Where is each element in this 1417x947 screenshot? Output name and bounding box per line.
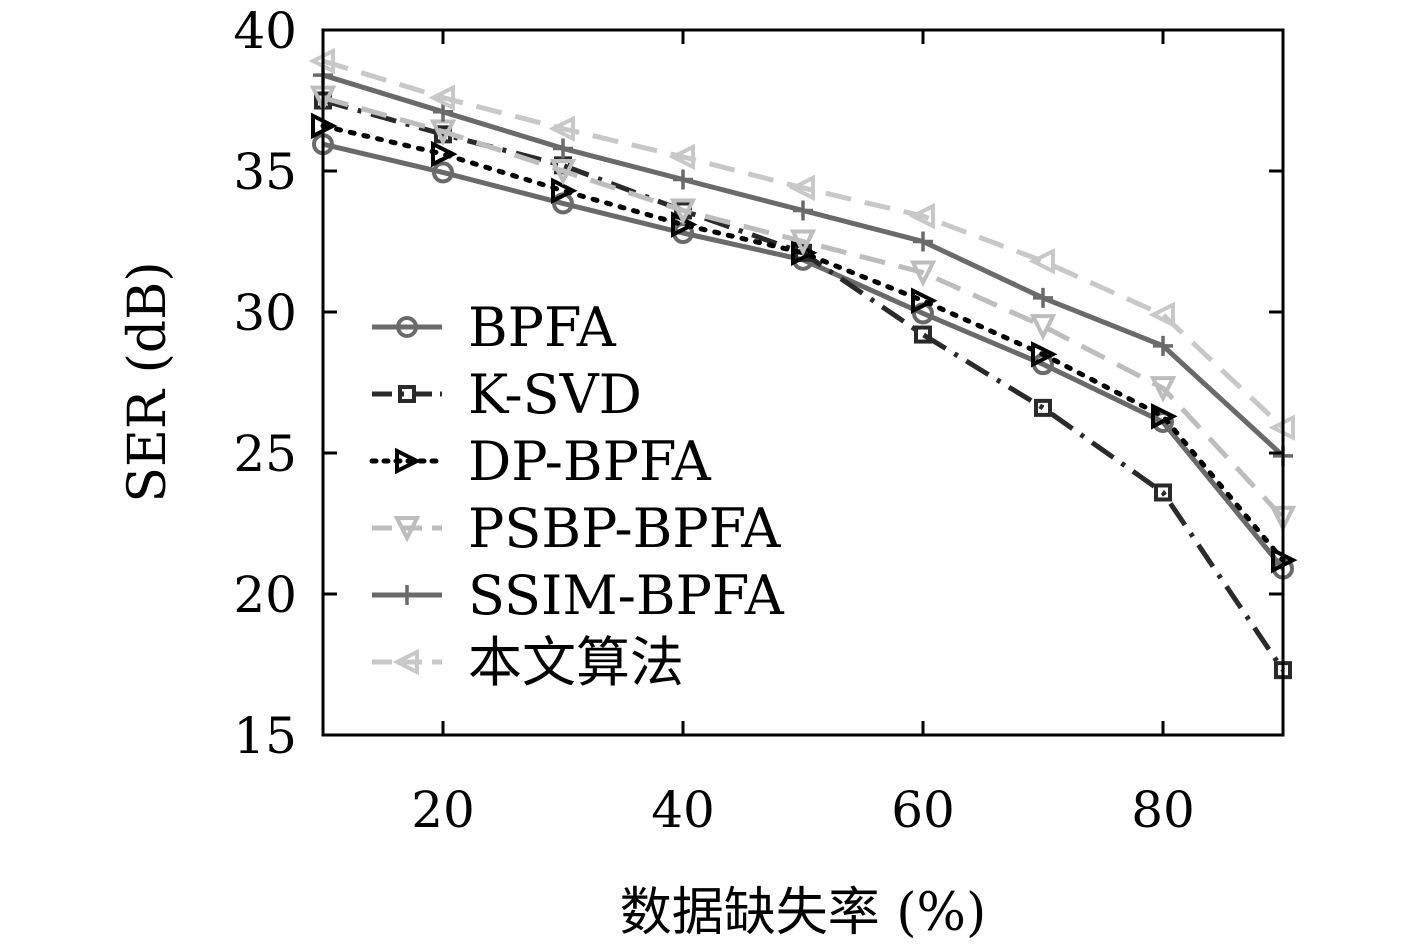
legend-label-ssim-bpfa: SSIM-BPFA <box>468 564 785 627</box>
data-point-psbp-bpfa-3 <box>669 198 697 225</box>
x-tick-label-40: 40 <box>651 781 715 839</box>
data-point-ssim-bpfa-3 <box>673 169 693 190</box>
series-ssim-bpfa <box>313 65 1293 466</box>
legend-item-k-svd: K-SVD <box>372 363 642 426</box>
series-line-proposed <box>322 58 1285 430</box>
legend-marker-ssim-bpfa <box>397 585 417 605</box>
data-point-ssim-bpfa-5 <box>913 231 933 252</box>
plot-series <box>308 47 1298 680</box>
data-point-dp-bpfa-6 <box>1031 341 1058 368</box>
data-point-proposed-4 <box>788 174 815 202</box>
data-point-proposed-3 <box>668 143 695 171</box>
legend-item-psbp-bpfa: PSBP-BPFA <box>372 497 781 560</box>
data-point-psbp-bpfa-2 <box>549 159 577 186</box>
y-tick-label-25: 25 <box>233 425 297 483</box>
data-point-dp-bpfa-2 <box>551 177 578 204</box>
data-point-psbp-bpfa-7 <box>1149 376 1177 403</box>
x-tick-label-60: 60 <box>891 781 955 839</box>
x-tick-label-20: 20 <box>411 781 475 839</box>
y-tick-label-35: 35 <box>233 143 297 201</box>
legend-item-bpfa: BPFA <box>372 296 617 359</box>
legend-item-proposed: 本文算法 <box>372 631 684 694</box>
data-point-ssim-bpfa-4 <box>793 200 813 221</box>
series-psbp-bpfa <box>309 85 1297 533</box>
legend-label-psbp-bpfa: PSBP-BPFA <box>468 497 781 560</box>
data-point-proposed-6 <box>1028 248 1055 275</box>
y-tick-label-15: 15 <box>233 707 297 765</box>
legend-label-k-svd: K-SVD <box>468 363 642 426</box>
data-point-proposed-7 <box>1148 301 1175 329</box>
data-point-psbp-bpfa-5 <box>909 260 937 287</box>
data-point-psbp-bpfa-4 <box>789 229 817 256</box>
legend-marker-proposed <box>392 648 419 676</box>
data-point-k-svd-6 <box>1034 398 1052 417</box>
legend-label-bpfa: BPFA <box>468 296 617 359</box>
y-tick-label-20: 20 <box>233 566 297 624</box>
legend-marker-bpfa <box>396 316 418 338</box>
data-point-ssim-bpfa-1 <box>433 101 453 122</box>
data-point-proposed-5 <box>908 202 935 230</box>
x-axis-label: 数据缺失率 (%) <box>620 883 987 943</box>
legend-marker-k-svd <box>398 385 416 403</box>
plot-frame <box>321 28 1285 737</box>
legend-item-ssim-bpfa: SSIM-BPFA <box>372 564 785 627</box>
data-point-dp-bpfa-7 <box>1151 403 1178 430</box>
data-point-k-svd-7 <box>1154 483 1172 502</box>
data-point-proposed-1 <box>428 84 455 111</box>
y-tick-label-40: 40 <box>233 2 297 60</box>
series-line-psbp-bpfa <box>322 95 1285 520</box>
data-point-ssim-bpfa-7 <box>1153 335 1173 356</box>
data-point-bpfa-1 <box>432 161 454 184</box>
x-tick-label-80: 80 <box>1131 781 1195 839</box>
y-axis-label: SER (dB) <box>118 261 178 502</box>
data-point-k-svd-5 <box>914 325 932 344</box>
legend-marker-psbp-bpfa <box>393 516 421 543</box>
legend-item-dp-bpfa: DP-BPFA <box>369 430 712 493</box>
legend-label-dp-bpfa: DP-BPFA <box>468 430 712 493</box>
y-tick-label-30: 30 <box>233 284 297 342</box>
data-point-dp-bpfa-5 <box>911 287 938 314</box>
data-point-ssim-bpfa-6 <box>1033 287 1053 308</box>
series-line-ssim-bpfa <box>322 72 1285 458</box>
data-point-psbp-bpfa-6 <box>1029 314 1057 341</box>
legend-marker-dp-bpfa <box>395 447 422 475</box>
data-point-proposed-2 <box>548 115 575 142</box>
data-point-ssim-bpfa-2 <box>553 138 573 159</box>
axis-ticks: 15 20 25 30 35 40 20 40 60 80 <box>233 2 1283 839</box>
legend-label-proposed: 本文算法 <box>468 631 684 694</box>
data-point-dp-bpfa-1 <box>431 140 458 168</box>
